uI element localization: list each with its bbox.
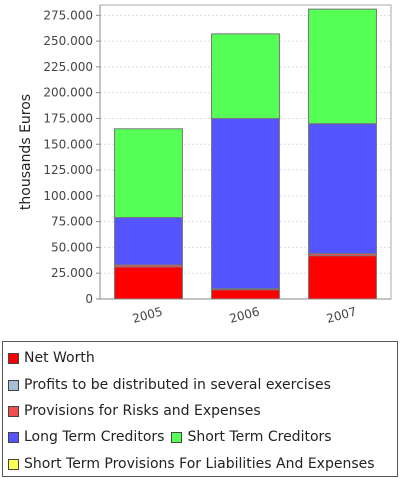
y-tick-label: 75.000 (51, 215, 93, 229)
legend-item-short-term-creditors: Short Term Creditors (171, 429, 332, 445)
y-tick-label: 0 (85, 292, 93, 306)
y-tick-label: 250.000 (43, 34, 93, 48)
legend-item-net-worth: Net Worth (8, 350, 95, 366)
y-tick-label: 25.000 (51, 266, 93, 280)
x-tick-label: 2006 (228, 304, 261, 325)
legend-swatch (8, 405, 19, 417)
legend-item-profits: Profits to be distributed in several exe… (8, 377, 331, 393)
legend-label: Net Worth (24, 350, 95, 366)
legend: Net Worth Profits to be distributed in s… (2, 341, 398, 477)
legend-item-provisions: Provisions for Risks and Expenses (8, 403, 261, 419)
y-tick-label: 125.000 (43, 163, 93, 177)
bar-segment (114, 217, 183, 266)
x-axis: 2005 2006 2007 (100, 298, 391, 326)
y-axis: 0 25.000 50.000 75.000 100.000 125.000 150.000… (43, 5, 101, 306)
legend-item-long-term-creditors: Long Term Creditors (8, 429, 164, 445)
y-tick-label: 100.000 (43, 189, 93, 203)
bar-segment (308, 123, 377, 255)
legend-item-short-term-provisions: Short Term Provisions For Liabilities An… (8, 456, 375, 472)
x-tick-label: 2007 (325, 304, 358, 325)
y-tick-label: 50.000 (51, 240, 93, 254)
y-tick-label: 175.000 (43, 111, 93, 125)
bar-segment (114, 128, 183, 219)
y-axis-title: thousands Euros (18, 94, 34, 210)
bar-segment (114, 266, 183, 300)
y-tick-label: 275.000 (43, 8, 93, 22)
bars (114, 8, 377, 300)
bar-segment (211, 289, 280, 300)
stacked-bar-chart: 0 25.000 50.000 75.000 100.000 125.000 150.000… (18, 4, 392, 326)
legend-label: Long Term Creditors (24, 429, 165, 445)
x-tick-label: 2005 (131, 304, 164, 325)
legend-label: Short Term Creditors (187, 429, 332, 445)
legend-swatch (8, 352, 19, 364)
legend-swatch (8, 458, 19, 470)
bar-segment (211, 117, 280, 290)
legend-swatch (171, 431, 183, 443)
legend-label: Short Term Provisions For Liabilities An… (24, 456, 375, 472)
y-tick-label: 200.000 (43, 86, 93, 100)
legend-swatch (8, 431, 19, 443)
legend-label: Provisions for Risks and Expenses (24, 403, 261, 419)
legend-label: Profits to be distributed in several exe… (24, 377, 331, 393)
bar-segment (308, 8, 377, 125)
legend-swatch (8, 379, 19, 391)
y-tick-label: 225.000 (43, 60, 93, 74)
bar-segment (308, 255, 377, 300)
y-tick-label: 150.000 (43, 137, 93, 151)
bar-segment (211, 33, 280, 119)
